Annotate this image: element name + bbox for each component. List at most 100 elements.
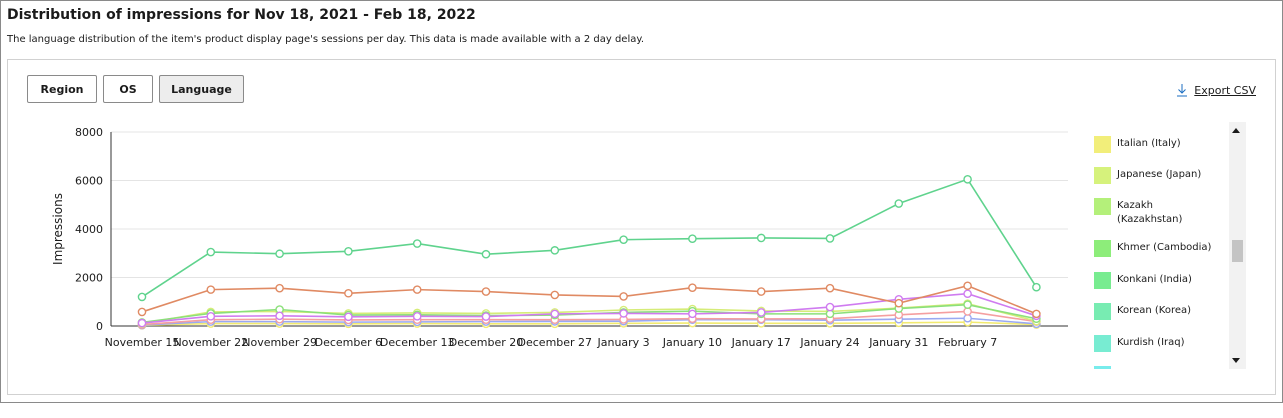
legend-item[interactable]: Korean (Korea) [1094,303,1218,320]
data-point [619,309,628,318]
y-tick-label: 0 [96,320,103,333]
data-point [137,318,147,328]
y-tick-label: 2000 [75,272,103,285]
legend-label: Kurdish (Iraq) [1117,337,1185,348]
data-point [137,292,147,302]
export-csv-link[interactable]: Export CSV [1176,83,1256,97]
legend-item[interactable] [1094,366,1218,369]
series-line [141,302,1037,325]
x-tick-label: January 3 [596,336,649,349]
data-point [963,281,972,291]
legend-item[interactable]: Italian (Italy) [1094,136,1218,153]
legend-label: Japanese (Japan) [1117,169,1202,180]
data-point [206,311,216,321]
data-point [344,288,353,298]
series-line [141,178,1038,298]
y-tick-label: 4000 [75,223,103,236]
data-point [894,298,904,308]
impressions-card: Distribution of impressions for Nov 18, … [0,0,1283,403]
chart-panel: Region OS Language Export CSV 0 2000 4000 6… [7,59,1276,395]
series-line [141,321,1037,327]
data-point [688,283,697,292]
data-point [481,287,491,296]
data-point [963,300,972,309]
x-tick-label: January 17 [731,336,791,349]
data-point [963,289,972,299]
legend-swatch [1094,240,1111,257]
legend-item[interactable]: Kurdish (Iraq) [1094,335,1218,352]
scroll-down-icon[interactable] [1232,358,1240,363]
legend-swatch [1094,272,1111,289]
scroll-up-icon[interactable] [1232,128,1240,133]
x-tick-label: February 7 [938,336,997,349]
legend-label: Italian (Italy) [1117,138,1181,149]
export-csv-label: Export CSV [1194,83,1256,97]
x-tick-label: December 20 [449,336,524,349]
x-tick-label: December 13 [380,336,455,349]
legend-swatch [1094,303,1111,320]
data-point [412,239,422,248]
series-line [141,310,1037,326]
data-point [412,285,422,294]
legend-label: Konkani (India) [1117,274,1192,285]
series-line [141,317,1037,326]
data-point [275,283,284,293]
data-point [619,235,628,244]
data-point [344,312,353,322]
data-point [550,246,560,255]
legend-swatch [1094,136,1111,153]
data-point [825,283,835,293]
data-point [688,234,697,243]
legend-item[interactable]: Kazakh (Kazakhstan) [1094,198,1218,227]
data-point [412,311,422,321]
chart-legend: Italian (Italy) Japanese (Japan) Kazakh (K… [1088,122,1248,369]
data-point [550,309,560,319]
y-tick-label: 8000 [75,126,103,139]
x-tick-label: January 10 [662,336,722,349]
data-point [344,247,353,256]
data-point [688,309,697,319]
series-line [141,284,1037,315]
data-point [894,199,904,208]
region-button[interactable]: Region [27,75,97,103]
data-point [1032,282,1041,292]
data-point [550,290,560,300]
data-point [481,249,491,259]
download-icon [1177,84,1188,97]
legend-label: Kazakh (Kazakhstan) [1117,200,1183,225]
data-point [206,247,216,257]
y-tick-label: 6000 [75,175,103,188]
data-point [963,174,972,184]
data-point [619,292,628,301]
scroll-thumb[interactable] [1232,240,1243,262]
legend-label: Korean (Korea) [1117,305,1192,316]
legend-swatch [1094,366,1111,369]
legend-item[interactable]: Khmer (Cambodia) [1094,240,1218,257]
data-point [275,249,284,259]
legend-label: Khmer (Cambodia) [1117,242,1212,253]
data-point [756,233,766,243]
legend-swatch [1094,335,1111,352]
x-tick-label: January 31 [868,336,928,349]
legend-swatch [1094,167,1111,184]
data-point [206,285,216,294]
x-tick-label: November 22 [173,336,248,349]
os-button[interactable]: OS [103,75,153,103]
x-tick-label: November 29 [242,336,317,349]
page-subtitle: The language distribution of the item's … [7,34,645,45]
page-title: Distribution of impressions for Nov 18, … [7,7,476,23]
legend-item[interactable]: Konkani (India) [1094,272,1218,289]
legend-scrollbar[interactable] [1229,122,1246,369]
legend-item[interactable]: Japanese (Japan) [1094,167,1218,184]
legend-swatch [1094,198,1111,215]
data-point [825,234,835,243]
y-axis-title: Impressions [51,193,65,265]
data-point [137,307,147,317]
language-button[interactable]: Language [159,75,244,103]
x-tick-label: January 24 [799,336,859,349]
data-point [275,311,284,321]
data-point [756,287,766,296]
x-tick-label: December 6 [315,336,383,349]
data-point [756,308,766,317]
